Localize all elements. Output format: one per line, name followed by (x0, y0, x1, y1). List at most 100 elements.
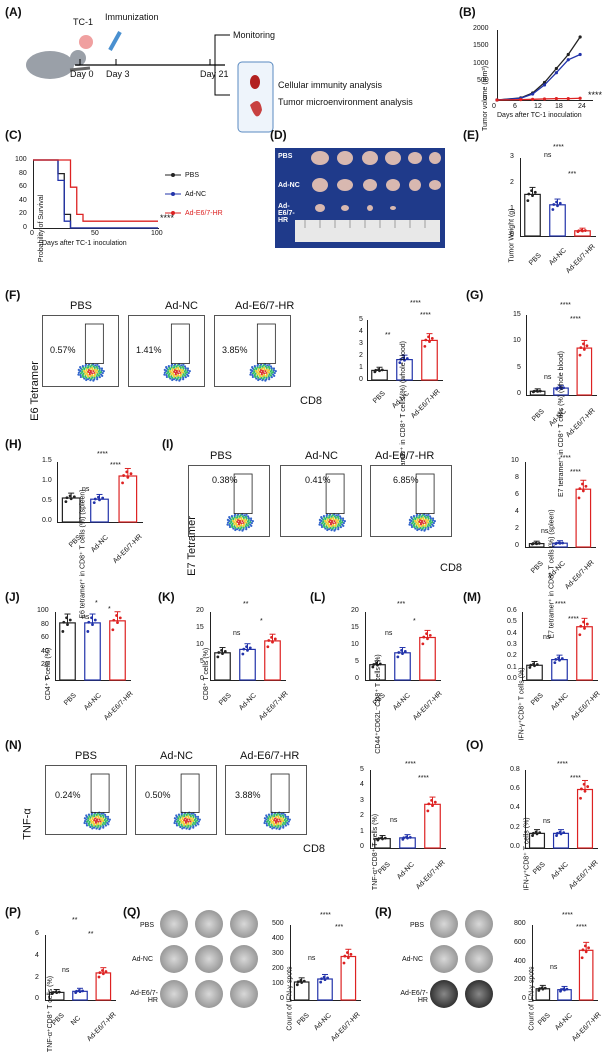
flow-dot (192, 821, 195, 824)
flow-dot (410, 515, 413, 519)
data-point (68, 618, 72, 622)
r-row-pbs: PBS (410, 922, 425, 929)
panel-h-label: (H) (5, 437, 22, 451)
q-sig-1: *** (335, 924, 344, 931)
flow-dot (417, 523, 421, 527)
flow-scatter (249, 323, 277, 382)
flow-dot (423, 529, 426, 532)
data-point (86, 630, 90, 633)
flow-dot (98, 827, 101, 831)
l-sig-1: * (413, 618, 416, 625)
flow-dot (318, 523, 321, 526)
flow-dot (85, 378, 88, 382)
data-point (584, 950, 588, 954)
flow-dot (273, 814, 276, 818)
l-ytick-1: 5 (355, 658, 359, 665)
flow-dot (274, 370, 277, 373)
flow-dot (108, 818, 111, 821)
panel-c-ylabel: Probability of Survival (38, 194, 46, 263)
data-point (69, 497, 73, 501)
flow-dot (264, 365, 267, 368)
flow-gate (90, 773, 110, 813)
flow-dot (94, 364, 97, 367)
flow-dot (238, 525, 241, 528)
flow-dot (429, 522, 432, 525)
i-title-adhr: Ad-E6/7-HR (375, 450, 435, 462)
p-ytick-3: 6 (35, 930, 39, 937)
o-group-2: Ad-E6/7-HR (568, 859, 600, 891)
flow-dot (173, 375, 176, 378)
e-ytick-1: 1 (510, 205, 514, 212)
flow-dot (425, 520, 428, 523)
flow-dot (181, 816, 184, 819)
flow-dot (172, 373, 175, 377)
flow-dot (287, 823, 290, 826)
flow-dot (416, 526, 419, 529)
n-flow-pbs (45, 765, 127, 835)
f-ytick-4: 4 (359, 328, 363, 335)
flow-dot (272, 822, 276, 825)
flow-dot (271, 371, 275, 374)
data-point (578, 353, 582, 357)
data-point (582, 342, 585, 346)
flow-dot (263, 368, 266, 371)
k-ytick-3: 15 (196, 624, 204, 631)
p-ytick-1: 2 (35, 974, 39, 981)
flow-gate (170, 323, 190, 364)
flow-dot (190, 818, 193, 821)
panel-p-plot (48, 967, 112, 1001)
data-point (561, 541, 565, 545)
flow-dot (243, 520, 246, 523)
data-point (397, 651, 401, 654)
data-point (526, 199, 530, 203)
data-point (400, 648, 403, 652)
data-point (428, 340, 431, 343)
flow-dot (410, 523, 413, 527)
data-point (78, 990, 82, 993)
flow-dot (96, 812, 99, 815)
j-ytick-4: 40 (41, 648, 49, 655)
flow-dot (234, 517, 237, 521)
flow-dot (412, 524, 416, 527)
q-ytick-1: 100 (272, 980, 284, 987)
flow-dot (241, 515, 244, 518)
f-title-adhr: Ad-E6/7-HR (235, 300, 295, 312)
data-point (111, 628, 115, 632)
flow-gate (233, 473, 253, 514)
data-point (403, 650, 407, 653)
r-ytick-4: 800 (514, 920, 526, 927)
panel-q-plot (293, 948, 357, 1001)
flow-dot (282, 819, 285, 823)
f-flow-adhr (214, 315, 291, 387)
h-ytick-3: 1.5 (42, 457, 52, 464)
flow-dot (172, 378, 176, 381)
m-ytick-0: 0.0 (507, 675, 517, 682)
j-ytick-8: 80 (41, 621, 49, 628)
flow-dot (84, 373, 87, 376)
flow-dot (94, 815, 98, 819)
h-sig-2: ns (82, 486, 90, 493)
flow-dot (87, 375, 90, 378)
flow-dot (247, 517, 250, 520)
bar-ad-e6-7-hr (575, 488, 592, 548)
flow-dot (253, 374, 256, 377)
n-flow-adnc (135, 765, 217, 835)
flow-dot (408, 523, 411, 526)
flow-dot (91, 820, 95, 823)
flow-dot (250, 521, 253, 525)
g-ytick-0: 0 (517, 390, 521, 397)
i-title-adnc: Ad-NC (305, 450, 339, 462)
point-ad-e6-7-hr (578, 96, 582, 100)
n-pct-pbs: 0.24% (55, 790, 81, 800)
flow-dot (100, 369, 104, 372)
flow-dot (187, 815, 190, 818)
flow-dot (431, 521, 434, 524)
flow-dot (86, 366, 90, 369)
r-sig-2: ns (550, 964, 558, 971)
flow-dot (98, 368, 101, 372)
flow-dot (274, 815, 278, 819)
flow-dot (336, 515, 340, 518)
step-cellular: Cellular immunity analysis (278, 80, 383, 90)
j-ytick-2: 20 (41, 661, 49, 668)
flow-dot (83, 821, 86, 825)
